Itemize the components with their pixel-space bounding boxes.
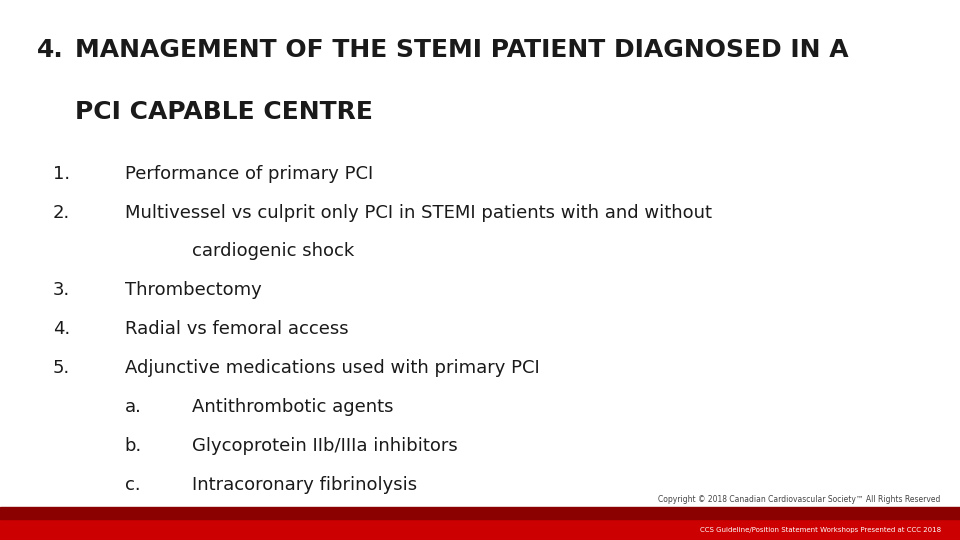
- Text: b.: b.: [125, 437, 142, 455]
- Text: 1.: 1.: [53, 165, 70, 183]
- Text: 5.: 5.: [53, 359, 70, 377]
- Text: c.: c.: [125, 476, 140, 494]
- Text: 2.: 2.: [53, 204, 70, 221]
- Text: Antithrombotic agents: Antithrombotic agents: [192, 398, 394, 416]
- Text: CCS Guideline/Position Statement Workshops Presented at CCC 2018: CCS Guideline/Position Statement Worksho…: [700, 526, 941, 533]
- Text: Performance of primary PCI: Performance of primary PCI: [125, 165, 373, 183]
- Text: PCI CAPABLE CENTRE: PCI CAPABLE CENTRE: [75, 100, 372, 124]
- Text: 3.: 3.: [53, 281, 70, 299]
- Text: Multivessel vs culprit only PCI in STEMI patients with and without: Multivessel vs culprit only PCI in STEMI…: [125, 204, 711, 221]
- Text: Thrombectomy: Thrombectomy: [125, 281, 261, 299]
- Text: 4.: 4.: [36, 38, 63, 62]
- Text: a.: a.: [125, 398, 142, 416]
- Text: Glycoprotein IIb/IIIa inhibitors: Glycoprotein IIb/IIIa inhibitors: [192, 437, 458, 455]
- Text: Copyright © 2018 Canadian Cardiovascular Society™ All Rights Reserved: Copyright © 2018 Canadian Cardiovascular…: [659, 495, 941, 504]
- Text: Adjunctive medications used with primary PCI: Adjunctive medications used with primary…: [125, 359, 540, 377]
- Text: d.: d.: [125, 515, 142, 532]
- Text: cardiogenic shock: cardiogenic shock: [192, 242, 354, 260]
- Text: Intracoronary adenosine: Intracoronary adenosine: [192, 515, 413, 532]
- Text: 4.: 4.: [53, 320, 70, 338]
- Text: MANAGEMENT OF THE STEMI PATIENT DIAGNOSED IN A: MANAGEMENT OF THE STEMI PATIENT DIAGNOSE…: [75, 38, 849, 62]
- Text: Radial vs femoral access: Radial vs femoral access: [125, 320, 348, 338]
- Text: Intracoronary fibrinolysis: Intracoronary fibrinolysis: [192, 476, 418, 494]
